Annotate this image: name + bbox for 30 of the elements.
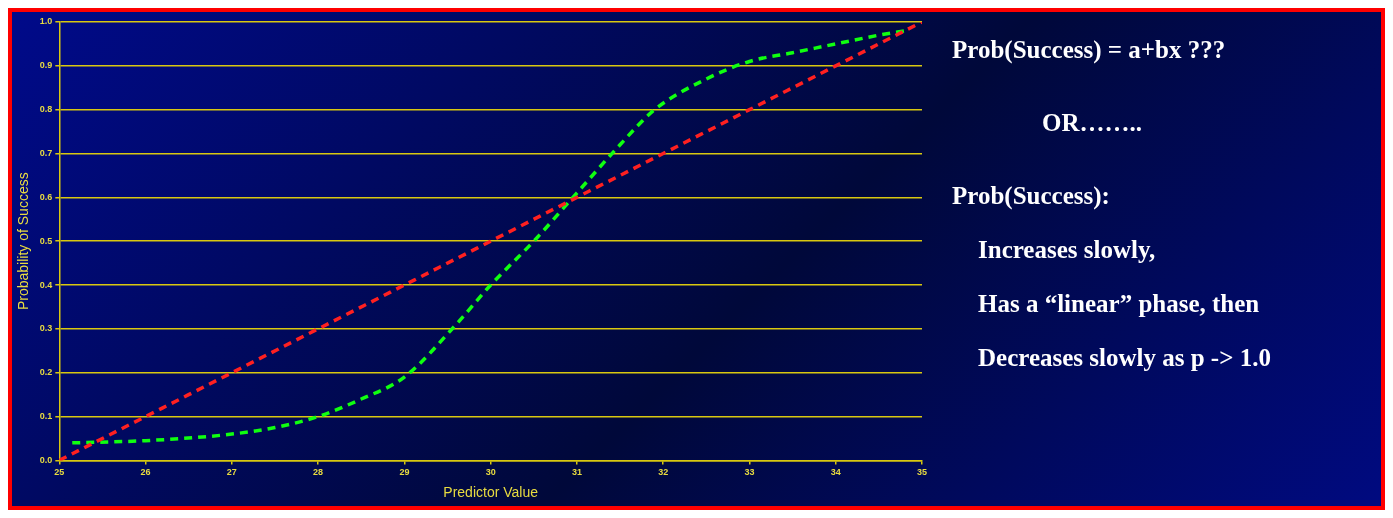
- y-tick-label: 1.0: [39, 16, 53, 27]
- y-tick-label: 0.7: [39, 148, 53, 158]
- x-tick-label: 27: [226, 467, 237, 478]
- y-tick-label: 0.6: [39, 191, 53, 202]
- x-tick-label: 25: [54, 467, 65, 478]
- x-tick-label: 33: [744, 467, 755, 478]
- x-tick-label: 32: [658, 467, 669, 478]
- x-tick-label: 34: [830, 467, 841, 478]
- text: OR……..: [1042, 109, 1143, 137]
- y-tick-label: 0.9: [39, 60, 53, 71]
- y-tick-label: 0.4: [39, 279, 53, 290]
- x-tick-label: 30: [485, 467, 496, 478]
- y-tick-label: 0.3: [39, 323, 53, 334]
- x-tick-label: 29: [399, 467, 410, 478]
- x-axis-title: Predictor Value: [443, 484, 539, 501]
- y-tick-label: 0.8: [39, 104, 53, 115]
- y-tick-label: 0.0: [39, 454, 53, 465]
- x-tick-label: 28: [313, 467, 324, 478]
- y-tick-label: 0.5: [39, 235, 53, 246]
- y-axis-title: Probability of Success: [15, 172, 32, 311]
- y-tick-label: 0.1: [39, 411, 53, 422]
- text: Decreases slowly as p -> 1.0: [978, 344, 1272, 372]
- x-tick-label: 26: [140, 467, 151, 478]
- x-tick-label: 35: [916, 467, 928, 478]
- y-tick-label: 0.2: [39, 367, 53, 378]
- text: Has a “linear” phase, then: [978, 290, 1261, 318]
- x-tick-label: 31: [571, 467, 582, 478]
- text: Prob(Success) = a+bx ???: [952, 36, 1227, 64]
- text: Prob(Success):: [952, 182, 1111, 210]
- text: Increases slowly,: [978, 236, 1157, 264]
